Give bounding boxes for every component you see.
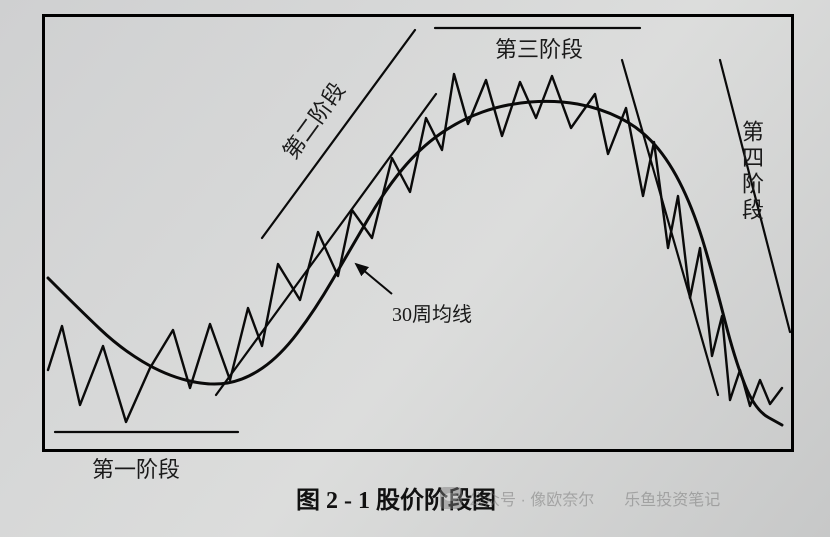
phase2-lower [216, 94, 436, 395]
guide-lines-group [55, 28, 790, 432]
phase3-label: 第三阶段 [495, 32, 583, 64]
phase1-label: 第一阶段 [92, 452, 180, 484]
ma-30-week-line [48, 101, 782, 425]
watermark-text-right: 乐鱼投资笔记 [624, 486, 720, 510]
watermark: 公众号 · 像欧奈尔 乐鱼投资笔记 [440, 486, 720, 510]
watermark-text-left: 公众号 · 像欧奈尔 [468, 486, 594, 510]
phase4-left [622, 60, 718, 395]
ma-label-arrow [356, 264, 392, 294]
ma-label: 30周均线 [392, 298, 472, 327]
wechat-icon [440, 487, 462, 509]
chart-area: 第一阶段第二阶段第三阶段第四阶段30周均线 图 2 - 1 股价阶段图 公众号 … [0, 0, 830, 537]
page-root: 第一阶段第二阶段第三阶段第四阶段30周均线 图 2 - 1 股价阶段图 公众号 … [0, 0, 830, 537]
phase4-label: 第四阶段 [735, 120, 767, 224]
